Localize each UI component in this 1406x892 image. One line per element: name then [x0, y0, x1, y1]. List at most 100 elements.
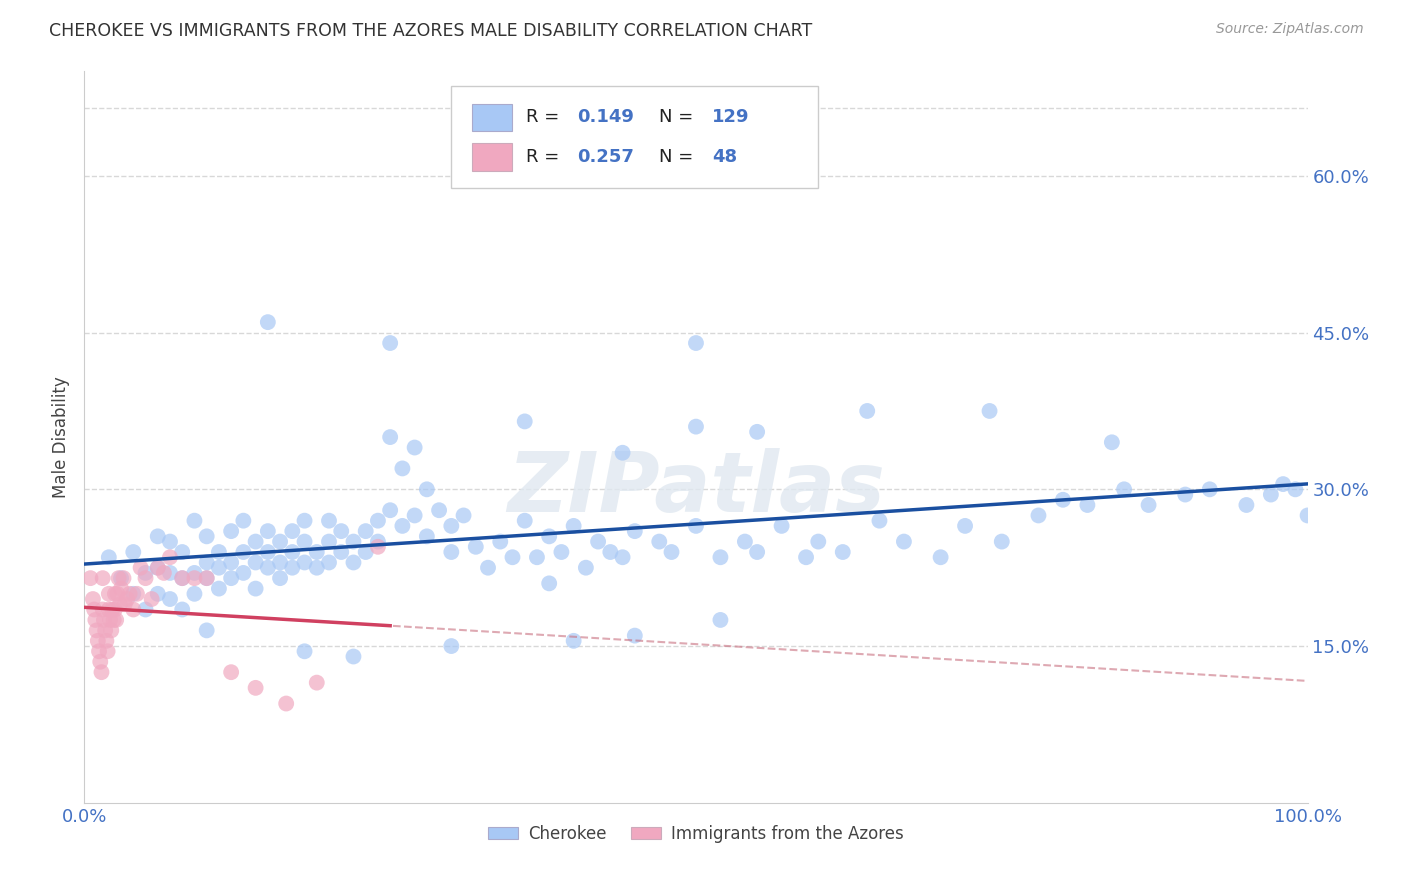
- Point: [685, 336, 707, 351]
- Point: [257, 545, 280, 559]
- Point: [93, 613, 115, 627]
- Point: [318, 534, 340, 549]
- Point: [305, 545, 328, 559]
- Point: [104, 587, 127, 601]
- Text: 0.149: 0.149: [578, 109, 634, 127]
- Point: [146, 587, 169, 601]
- Point: [709, 613, 731, 627]
- Point: [84, 613, 107, 627]
- Point: [108, 597, 131, 611]
- Point: [367, 534, 389, 549]
- Point: [513, 414, 536, 428]
- Text: R =: R =: [526, 148, 560, 166]
- Point: [82, 592, 104, 607]
- Point: [318, 514, 340, 528]
- Point: [831, 545, 853, 559]
- Point: [416, 483, 439, 497]
- Point: [125, 587, 148, 601]
- Point: [477, 560, 499, 574]
- Point: [1114, 483, 1136, 497]
- Point: [115, 592, 138, 607]
- Point: [709, 550, 731, 565]
- Point: [979, 404, 1001, 418]
- Point: [232, 566, 254, 580]
- Point: [648, 534, 671, 549]
- Text: 129: 129: [711, 109, 749, 127]
- Point: [404, 508, 426, 523]
- Point: [294, 534, 316, 549]
- Point: [1137, 498, 1160, 512]
- Point: [330, 545, 353, 559]
- Point: [269, 534, 291, 549]
- Point: [122, 545, 145, 559]
- Point: [172, 602, 194, 616]
- Point: [624, 629, 647, 643]
- Point: [281, 560, 304, 574]
- Point: [100, 624, 122, 638]
- Point: [107, 571, 129, 585]
- Point: [807, 534, 830, 549]
- Point: [624, 524, 647, 538]
- Point: [103, 613, 125, 627]
- Point: [159, 592, 181, 607]
- Point: [612, 446, 634, 460]
- Text: R =: R =: [526, 109, 560, 127]
- Point: [195, 571, 218, 585]
- Point: [427, 503, 450, 517]
- Point: [135, 566, 157, 580]
- Point: [929, 550, 952, 565]
- Text: ZIPatlas: ZIPatlas: [508, 448, 884, 529]
- Point: [146, 560, 169, 574]
- Point: [1101, 435, 1123, 450]
- Legend: Cherokee, Immigrants from the Azores: Cherokee, Immigrants from the Azores: [481, 818, 911, 849]
- Point: [118, 587, 141, 601]
- Point: [599, 545, 621, 559]
- Point: [105, 587, 128, 601]
- Point: [114, 597, 136, 611]
- Point: [97, 550, 120, 565]
- Point: [342, 649, 364, 664]
- Point: [380, 503, 402, 517]
- Point: [440, 519, 463, 533]
- FancyBboxPatch shape: [472, 103, 513, 131]
- Point: [195, 529, 218, 543]
- Point: [1272, 477, 1295, 491]
- Point: [91, 571, 114, 585]
- Point: [245, 681, 267, 695]
- Point: [172, 571, 194, 585]
- Point: [453, 508, 475, 523]
- Text: CHEROKEE VS IMMIGRANTS FROM THE AZORES MALE DISABILITY CORRELATION CHART: CHEROKEE VS IMMIGRANTS FROM THE AZORES M…: [49, 22, 813, 40]
- Point: [104, 602, 127, 616]
- Point: [276, 697, 298, 711]
- Point: [101, 602, 124, 616]
- Point: [489, 534, 512, 549]
- Point: [257, 560, 280, 574]
- Point: [318, 556, 340, 570]
- Point: [159, 550, 181, 565]
- Point: [305, 675, 328, 690]
- Point: [172, 571, 194, 585]
- Point: [159, 534, 181, 549]
- Point: [269, 571, 291, 585]
- Point: [122, 587, 145, 601]
- Point: [105, 613, 128, 627]
- Point: [538, 529, 561, 543]
- Text: Source: ZipAtlas.com: Source: ZipAtlas.com: [1216, 22, 1364, 37]
- Point: [91, 602, 114, 616]
- Point: [747, 545, 769, 559]
- Point: [342, 534, 364, 549]
- Point: [110, 582, 132, 596]
- Point: [97, 587, 120, 601]
- Text: N =: N =: [659, 148, 693, 166]
- Point: [219, 665, 242, 680]
- Point: [1076, 498, 1098, 512]
- Point: [869, 514, 891, 528]
- Point: [96, 633, 118, 648]
- Point: [183, 566, 205, 580]
- Point: [991, 534, 1014, 549]
- Point: [208, 582, 231, 596]
- Point: [747, 425, 769, 439]
- Point: [404, 441, 426, 455]
- Point: [538, 576, 561, 591]
- Point: [146, 560, 169, 574]
